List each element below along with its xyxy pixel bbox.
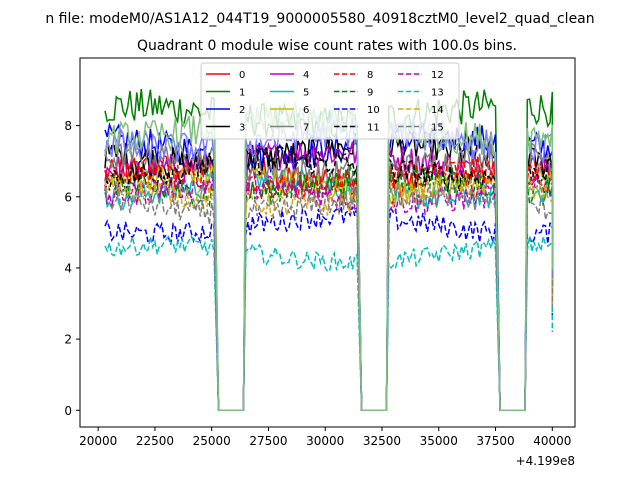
legend-label: 5 <box>303 88 309 99</box>
series-line-4 <box>104 141 554 412</box>
series-layer <box>104 88 554 412</box>
legend-label: 8 <box>367 70 373 81</box>
x-tick-label: 30000 <box>306 434 344 448</box>
series-line-11 <box>104 145 554 412</box>
series-line-10 <box>104 206 554 412</box>
legend-label: 14 <box>431 105 444 116</box>
x-tick-label: 20000 <box>79 434 117 448</box>
y-tick-label: 8 <box>64 119 72 133</box>
legend-label: 15 <box>431 123 444 134</box>
legend-frame <box>200 62 460 140</box>
chart-title: Quadrant 0 module wise count rates with … <box>137 38 517 54</box>
x-tick-label: 37500 <box>476 434 514 448</box>
legend-label: 7 <box>303 123 309 134</box>
x-tick-label: 22500 <box>136 434 174 448</box>
series-line-15 <box>104 183 554 412</box>
legend-label: 9 <box>367 88 373 99</box>
x-tick-label: 25000 <box>193 434 231 448</box>
x-tick-label: 27500 <box>249 434 287 448</box>
figure-suptitle: n file: modeM0/AS1A12_044T19_9000005580_… <box>45 11 594 27</box>
ticks-layer: 20000 22500 25000 27500 30000 32500 35000 37500… <box>64 119 571 448</box>
x-tick-label: 32500 <box>363 434 401 448</box>
plot-area-frame <box>79 57 576 428</box>
y-tick-label: 4 <box>64 261 72 275</box>
legend-label: 2 <box>239 105 245 116</box>
y-tick-label: 6 <box>64 190 72 204</box>
legend-label: 12 <box>431 70 444 81</box>
legend-label: 6 <box>303 105 309 116</box>
x-tick-label: 35000 <box>420 434 458 448</box>
x-tick-label: 40000 <box>533 434 571 448</box>
x-offset-text: +4.199e8 <box>516 454 575 468</box>
legend-label: 10 <box>367 105 380 116</box>
legend-label: 13 <box>431 88 444 99</box>
legend-label: 11 <box>367 123 380 134</box>
series-line-12 <box>104 171 554 412</box>
legend-label: 3 <box>239 123 245 134</box>
series-line-13 <box>104 234 554 412</box>
y-tick-label: 0 <box>64 404 72 418</box>
legend-label: 4 <box>303 70 309 81</box>
y-tick-label: 2 <box>64 333 72 347</box>
legend-label: 0 <box>239 70 245 81</box>
legend-label: 1 <box>239 88 245 99</box>
